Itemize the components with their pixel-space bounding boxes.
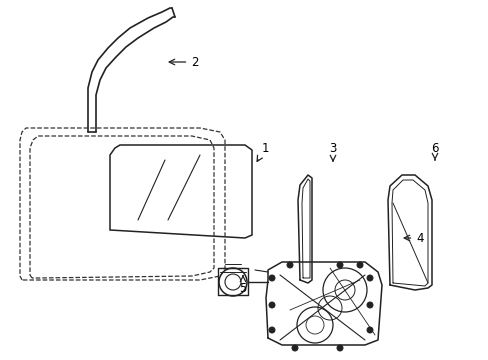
Text: 1: 1 (257, 141, 268, 161)
Circle shape (291, 345, 297, 351)
Circle shape (366, 275, 372, 281)
Text: 5: 5 (239, 276, 246, 294)
Text: 3: 3 (328, 141, 336, 161)
Text: 2: 2 (169, 55, 198, 68)
Circle shape (268, 327, 274, 333)
Circle shape (336, 345, 342, 351)
Circle shape (366, 327, 372, 333)
Circle shape (268, 275, 274, 281)
Text: 6: 6 (430, 141, 438, 160)
Circle shape (336, 262, 342, 268)
Circle shape (356, 262, 362, 268)
Circle shape (366, 302, 372, 308)
Text: 4: 4 (404, 231, 423, 244)
Circle shape (268, 302, 274, 308)
Circle shape (286, 262, 292, 268)
